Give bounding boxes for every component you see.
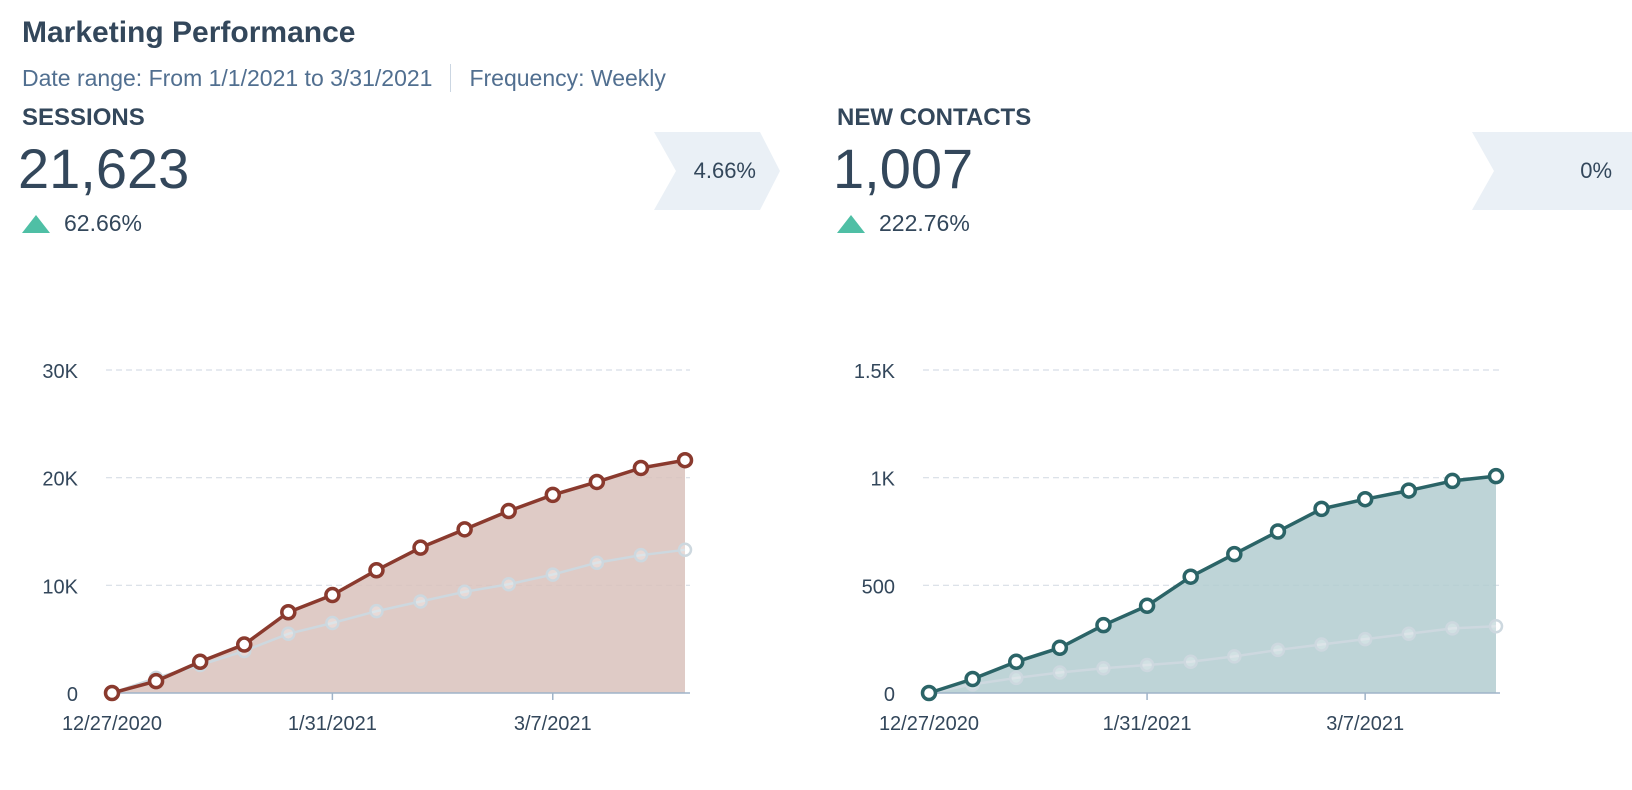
data-point[interactable] xyxy=(368,562,385,579)
data-point[interactable] xyxy=(1487,467,1505,485)
data-point[interactable] xyxy=(964,670,981,688)
data-point[interactable] xyxy=(103,684,121,702)
sessions-goal-flag: 4.66% xyxy=(654,132,780,210)
new-contacts-panel: NEW CONTACTS 1,007 222.76% 0% 0 500 1K 1.5K… xyxy=(815,100,1632,790)
data-point[interactable] xyxy=(500,502,517,520)
sessions-panel: SESSIONS 21,623 62.66% 4.66% 0 10K 20K 30K 1… xyxy=(0,100,815,790)
data-point[interactable] xyxy=(1007,653,1025,671)
frequency-filter[interactable]: Frequency: Weekly xyxy=(469,64,666,91)
comparison-point[interactable] xyxy=(589,555,605,570)
report-filters: Date range: From 1/1/2021 to 3/31/2021 F… xyxy=(22,64,666,92)
data-point[interactable] xyxy=(235,636,253,653)
new-contacts-chart: 0 500 1K 1.5K 12/27/2020 1/31/2021 3/7/2021 xyxy=(854,361,1505,735)
comparison-point[interactable] xyxy=(1488,618,1504,634)
x-tick-label: 12/27/2020 xyxy=(62,713,162,735)
data-point[interactable] xyxy=(280,604,297,621)
sessions-area xyxy=(112,460,685,693)
data-point[interactable] xyxy=(920,684,938,702)
comparison-point[interactable] xyxy=(457,584,472,600)
comparison-point[interactable] xyxy=(677,542,693,558)
y-tick-label: 20K xyxy=(42,469,78,491)
y-tick-label: 30K xyxy=(42,361,78,383)
flag-shape xyxy=(654,132,780,210)
y-tick-label: 0 xyxy=(67,684,78,706)
data-point[interactable] xyxy=(1051,639,1069,657)
comparison-point[interactable] xyxy=(1357,631,1373,647)
y-tick-label: 10K xyxy=(42,576,78,598)
new-contacts-change-value: 222.76% xyxy=(879,210,970,236)
x-tick-label: 3/7/2021 xyxy=(514,713,592,735)
data-point[interactable] xyxy=(324,586,341,604)
comparison-point[interactable] xyxy=(1227,649,1242,664)
data-point[interactable] xyxy=(191,653,209,671)
comparison-point[interactable] xyxy=(1183,654,1198,670)
sessions-flag-value: 4.66% xyxy=(693,158,756,183)
filter-divider xyxy=(450,64,452,92)
new-contacts-change: 222.76% xyxy=(837,210,970,237)
comparison-point[interactable] xyxy=(1008,670,1024,686)
data-point[interactable] xyxy=(676,451,694,469)
new-contacts-goal-flag: 0% xyxy=(1472,132,1632,210)
y-tick-label: 500 xyxy=(862,576,895,598)
comparison-point[interactable] xyxy=(1096,660,1111,676)
data-point[interactable] xyxy=(1444,472,1461,490)
comparison-point[interactable] xyxy=(281,626,296,642)
comparison-point[interactable] xyxy=(1445,621,1460,636)
page-title: Marketing Performance xyxy=(22,16,356,49)
new-contacts-label: NEW CONTACTS xyxy=(837,104,1032,131)
x-tick-label: 12/27/2020 xyxy=(879,713,979,735)
new-contacts-comparison-line xyxy=(928,624,1497,695)
y-tick-label: 1.5K xyxy=(854,361,896,383)
flag-shape xyxy=(1472,132,1632,210)
data-point[interactable] xyxy=(588,473,606,491)
data-point[interactable] xyxy=(456,521,473,538)
data-point[interactable] xyxy=(632,459,650,477)
data-point[interactable] xyxy=(544,486,562,504)
data-point[interactable] xyxy=(412,539,429,556)
y-tick-label: 1K xyxy=(871,469,896,491)
sessions-value: 21,623 xyxy=(18,137,190,200)
comparison-point[interactable] xyxy=(1139,657,1155,673)
data-point[interactable] xyxy=(1095,616,1112,634)
comparison-point[interactable] xyxy=(633,547,649,563)
new-contacts-area xyxy=(929,476,1496,693)
data-point[interactable] xyxy=(1226,545,1243,563)
sessions-chart: 0 10K 20K 30K 12/27/2020 1/31/2021 3/7/2021 xyxy=(42,361,694,735)
sessions-change-value: 62.66% xyxy=(64,210,143,236)
comparison-point[interactable] xyxy=(325,615,340,631)
comparison-point[interactable] xyxy=(501,577,516,592)
comparison-point[interactable] xyxy=(1314,637,1329,652)
y-tick-label: 0 xyxy=(884,684,895,706)
data-point[interactable] xyxy=(1313,500,1330,518)
triangle-up-icon xyxy=(22,214,50,233)
date-range-filter[interactable]: Date range: From 1/1/2021 to 3/31/2021 xyxy=(22,64,433,91)
sessions-label: SESSIONS xyxy=(22,104,145,131)
data-point[interactable] xyxy=(1269,523,1287,540)
data-point[interactable] xyxy=(147,672,165,690)
triangle-up-icon xyxy=(837,214,865,233)
data-point[interactable] xyxy=(1182,568,1199,585)
sessions-change: 62.66% xyxy=(22,210,142,237)
comparison-point[interactable] xyxy=(545,567,561,582)
x-tick-label: 3/7/2021 xyxy=(1326,713,1404,735)
comparison-point[interactable] xyxy=(413,594,428,609)
comparison-point[interactable] xyxy=(1401,626,1417,642)
data-point[interactable] xyxy=(1356,490,1374,508)
x-tick-label: 1/31/2021 xyxy=(1103,713,1192,735)
x-tick-label: 1/31/2021 xyxy=(288,713,377,735)
new-contacts-flag-value: 0% xyxy=(1580,158,1612,183)
comparison-point[interactable] xyxy=(1270,642,1286,658)
new-contacts-value: 1,007 xyxy=(833,137,974,200)
data-point[interactable] xyxy=(1400,482,1418,499)
data-point[interactable] xyxy=(1138,597,1156,615)
comparison-point[interactable] xyxy=(1052,665,1068,680)
comparison-point[interactable] xyxy=(369,603,384,619)
